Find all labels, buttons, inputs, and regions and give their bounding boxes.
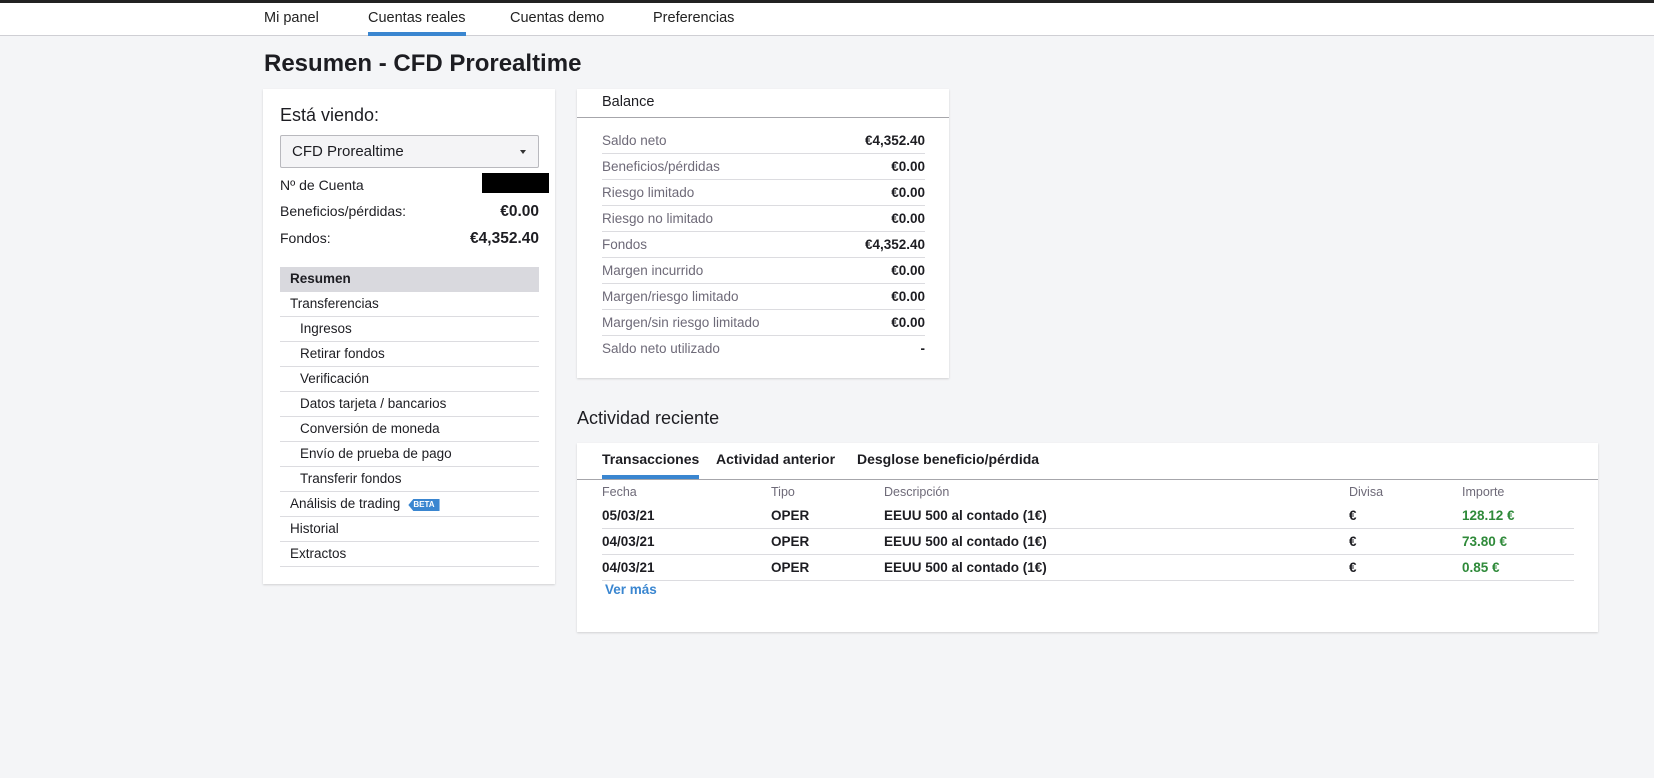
- table-row: 04/03/21 OPER EEUU 500 al contado (1€) €0.8…: [602, 555, 1574, 581]
- account-number-row: Nº de Cuenta: [280, 177, 539, 193]
- page-title: Resumen - CFD Prorealtime: [264, 50, 582, 77]
- balance-label: Margen incurrido: [602, 263, 704, 278]
- balance-row: Beneficios/pérdidas €0.00: [602, 154, 925, 180]
- cell-descripcion: EEUU 500 al contado (1€): [884, 508, 1047, 523]
- balance-value: €0.00: [891, 211, 925, 226]
- cell-importe: 128.12 €: [1462, 508, 1515, 523]
- account-card: Está viendo: CFD Prorealtime Nº de Cuent…: [263, 89, 555, 584]
- balance-label: Riesgo limitado: [602, 185, 695, 200]
- menu-envio-prueba-pago[interactable]: Envío de prueba de pago: [280, 442, 539, 467]
- balance-label: Margen/sin riesgo limitado: [602, 315, 760, 330]
- balance-rows: Saldo neto €4,352.40 Beneficios/pérdidas €0…: [602, 128, 925, 362]
- balance-value: -: [920, 341, 926, 356]
- balance-row: Margen incurrido €0.00: [602, 258, 925, 284]
- column-header: Importe: [1462, 485, 1505, 499]
- balance-row: Margen/riesgo limitado €0.00: [602, 284, 925, 310]
- balance-row: Riesgo no limitado €0.00: [602, 206, 925, 232]
- cell-importe: 73.80 €: [1462, 534, 1508, 549]
- menu-retirar-fondos[interactable]: Retirar fondos: [280, 342, 539, 367]
- balance-row: Saldo neto €4,352.40: [602, 128, 925, 154]
- menu-analisis-label: Análisis de trading: [290, 496, 401, 511]
- cell-descripcion: EEUU 500 al contado (1€): [884, 534, 1047, 549]
- account-select[interactable]: CFD Prorealtime: [280, 135, 539, 168]
- redacted-account-number: [482, 173, 549, 193]
- transactions-table: Fecha Tipo Descripción Divisa Importe 05/03/2…: [602, 481, 1574, 581]
- menu-transferir-fondos[interactable]: Transferir fondos: [280, 467, 539, 492]
- balance-value: €0.00: [891, 185, 925, 200]
- menu-transferencias[interactable]: Transferencias: [280, 292, 539, 317]
- account-menu: Resumen Transferencias Ingresos Retirar …: [280, 267, 539, 567]
- nav-cuentas-demo[interactable]: Cuentas demo: [510, 10, 605, 26]
- recent-activity-heading: Actividad reciente: [577, 408, 720, 428]
- menu-ingresos[interactable]: Ingresos: [280, 317, 539, 342]
- pl-value: €0.00: [500, 203, 539, 220]
- menu-datos-tarjeta[interactable]: Datos tarjeta / bancarios: [280, 392, 539, 417]
- funds-row: Fondos: €4,352.40: [280, 230, 539, 247]
- balance-value: €4,352.40: [864, 237, 925, 252]
- activity-card: Transacciones Actividad anterior Desglos…: [577, 443, 1598, 632]
- cell-descripcion: EEUU 500 al contado (1€): [884, 560, 1047, 575]
- table-row: 05/03/21 OPER EEUU 500 al contado (1€) €128…: [602, 503, 1574, 529]
- balance-label: Margen/riesgo limitado: [602, 289, 739, 304]
- cell-tipo: OPER: [771, 560, 810, 575]
- balance-value: €0.00: [891, 159, 925, 174]
- pl-row: Beneficios/pérdidas: €0.00: [280, 203, 539, 220]
- column-header: Fecha: [602, 485, 637, 499]
- tab-desglose[interactable]: Desglose beneficio/pérdida: [857, 451, 1040, 467]
- account-number-label: Nº de Cuenta: [280, 177, 364, 193]
- balance-card: Balance Saldo neto €4,352.40 Beneficios/pé…: [577, 89, 949, 378]
- funds-value: €4,352.40: [470, 230, 539, 247]
- cell-importe: 0.85 €: [1462, 560, 1500, 575]
- balance-label: Beneficios/pérdidas: [602, 159, 720, 174]
- cell-divisa: €: [1349, 560, 1357, 575]
- account-select-value: CFD Prorealtime: [292, 143, 404, 160]
- cell-fecha: 04/03/21: [602, 560, 655, 575]
- balance-title: Balance: [577, 89, 949, 118]
- cell-divisa: €: [1349, 534, 1357, 549]
- column-header: Tipo: [771, 485, 795, 499]
- balance-value: €0.00: [891, 263, 925, 278]
- cell-divisa: €: [1349, 508, 1357, 523]
- nav-mi-panel[interactable]: Mi panel: [264, 10, 319, 26]
- beta-badge: BETA: [408, 499, 440, 511]
- balance-label: Riesgo no limitado: [602, 211, 714, 226]
- table-row: 04/03/21 OPER EEUU 500 al contado (1€) €73.…: [602, 529, 1574, 555]
- balance-value: €4,352.40: [864, 133, 925, 148]
- menu-conversion-moneda[interactable]: Conversión de moneda: [280, 417, 539, 442]
- column-header: Descripción: [884, 485, 950, 499]
- balance-row: Saldo neto utilizado -: [602, 336, 925, 362]
- menu-historial[interactable]: Historial: [280, 517, 539, 542]
- menu-extractos[interactable]: Extractos: [280, 542, 539, 567]
- nav-cuentas-reales[interactable]: Cuentas reales: [368, 3, 466, 36]
- column-header: Divisa: [1349, 485, 1384, 499]
- menu-verificacion[interactable]: Verificación: [280, 367, 539, 392]
- balance-label: Saldo neto: [602, 133, 667, 148]
- cell-fecha: 05/03/21: [602, 508, 655, 523]
- caret-down-icon: [520, 150, 526, 154]
- balance-label: Fondos: [602, 237, 648, 252]
- balance-row: Riesgo limitado €0.00: [602, 180, 925, 206]
- top-bar: [0, 0, 1654, 3]
- pl-label: Beneficios/pérdidas:: [280, 203, 407, 219]
- balance-row: Fondos €4,352.40: [602, 232, 925, 258]
- cell-tipo: OPER: [771, 508, 810, 523]
- tab-actividad-anterior[interactable]: Actividad anterior: [716, 451, 836, 467]
- main-nav: Mi panel Cuentas reales Cuentas demo Pre…: [0, 3, 1654, 36]
- tab-transacciones[interactable]: Transacciones: [602, 451, 700, 479]
- balance-value: €0.00: [891, 315, 925, 330]
- ver-mas-link[interactable]: Ver más: [605, 582, 657, 597]
- nav-preferencias[interactable]: Preferencias: [653, 10, 735, 26]
- funds-label: Fondos:: [280, 230, 331, 246]
- activity-tabs: Transacciones Actividad anterior Desglos…: [577, 443, 1598, 480]
- menu-analisis-trading[interactable]: Análisis de trading BETA: [280, 492, 539, 517]
- cell-fecha: 04/03/21: [602, 534, 655, 549]
- table-header: Fecha Tipo Descripción Divisa Importe: [602, 481, 1574, 503]
- account-heading: Está viendo:: [280, 105, 380, 125]
- balance-value: €0.00: [891, 289, 925, 304]
- cell-tipo: OPER: [771, 534, 810, 549]
- menu-resumen[interactable]: Resumen: [280, 267, 539, 292]
- balance-label: Saldo neto utilizado: [602, 341, 720, 356]
- balance-row: Margen/sin riesgo limitado €0.00: [602, 310, 925, 336]
